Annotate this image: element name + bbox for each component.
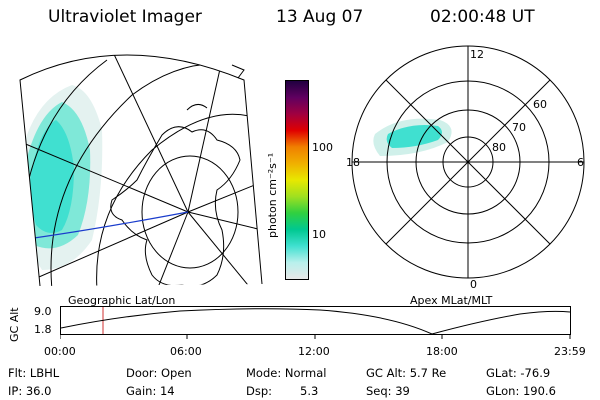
mode-label: Mode: Normal (246, 366, 327, 380)
altitude-strip (60, 306, 571, 339)
aurora-emission (20, 85, 103, 270)
geo-map-caption: Geographic Lat/Lon (68, 294, 176, 307)
mlt-label-12: 12 (470, 48, 484, 61)
door-label: Door: Open (126, 366, 192, 380)
mlt-label-0: 0 (470, 278, 477, 291)
altitude-tick-1-8: 1.8 (34, 323, 52, 336)
mlt-label-18: 18 (346, 156, 360, 169)
time-tick-2359: 23:59 (554, 345, 586, 358)
gc-alt-label: GC Alt: 5.7 Re (366, 366, 447, 380)
dsp-label: Dsp: (246, 384, 273, 398)
filter-label: Flt: LBHL (8, 366, 60, 380)
colorbar-unit-label: photon cm⁻²s⁻¹ (266, 152, 279, 238)
geographic-map (19, 54, 263, 287)
glat-label: GLat: -76.9 (486, 366, 551, 380)
dsp-value: 5.3 (300, 384, 319, 398)
date-label: 13 Aug 07 (276, 7, 364, 27)
altitude-curve (60, 308, 571, 335)
polar-aurora (373, 118, 452, 156)
time-tick-0000: 00:00 (44, 345, 76, 358)
lat-label-70: 70 (512, 121, 526, 134)
polar-plot-caption: Apex MLat/MLT (410, 294, 493, 307)
lat-label-80: 80 (492, 141, 506, 154)
colorbar (285, 80, 309, 280)
glon-label: GLon: 190.6 (486, 384, 556, 398)
gain-label: Gain: 14 (126, 384, 175, 398)
instrument-title: Ultraviolet Imager (48, 7, 202, 27)
time-tick-0600: 06:00 (170, 345, 202, 358)
colorbar-tick-100: 100 (312, 141, 333, 154)
time-tick-1800: 18:00 (426, 345, 458, 358)
ip-label: IP: 36.0 (8, 384, 52, 398)
lat-label-60: 60 (533, 98, 547, 111)
sequence-label: Seq: 39 (366, 384, 410, 398)
time-tick-1200: 12:00 (298, 345, 330, 358)
altitude-tick-9: 9.0 (34, 305, 52, 318)
polar-plot (351, 45, 585, 279)
time-label: 02:00:48 UT (430, 7, 535, 27)
altitude-axis-label: GC Alt (8, 307, 21, 342)
colorbar-tick-10: 10 (312, 228, 326, 241)
mlt-label-6: 6 (577, 156, 584, 169)
